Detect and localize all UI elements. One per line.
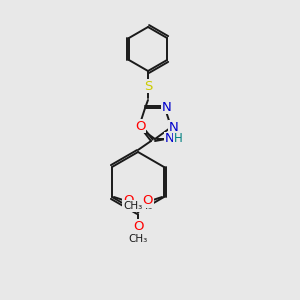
Text: N: N bbox=[168, 121, 178, 134]
Text: H: H bbox=[174, 133, 182, 146]
Text: CH₃: CH₃ bbox=[128, 234, 148, 244]
Text: S: S bbox=[134, 120, 142, 133]
Text: O: O bbox=[133, 220, 143, 232]
Text: S: S bbox=[144, 80, 152, 92]
Text: CH₃: CH₃ bbox=[134, 201, 153, 211]
Text: O: O bbox=[123, 194, 133, 208]
Text: O: O bbox=[135, 119, 145, 133]
Text: N: N bbox=[162, 101, 172, 114]
Text: O: O bbox=[143, 194, 153, 208]
Text: CH₃: CH₃ bbox=[123, 201, 142, 211]
Text: N: N bbox=[165, 133, 175, 146]
